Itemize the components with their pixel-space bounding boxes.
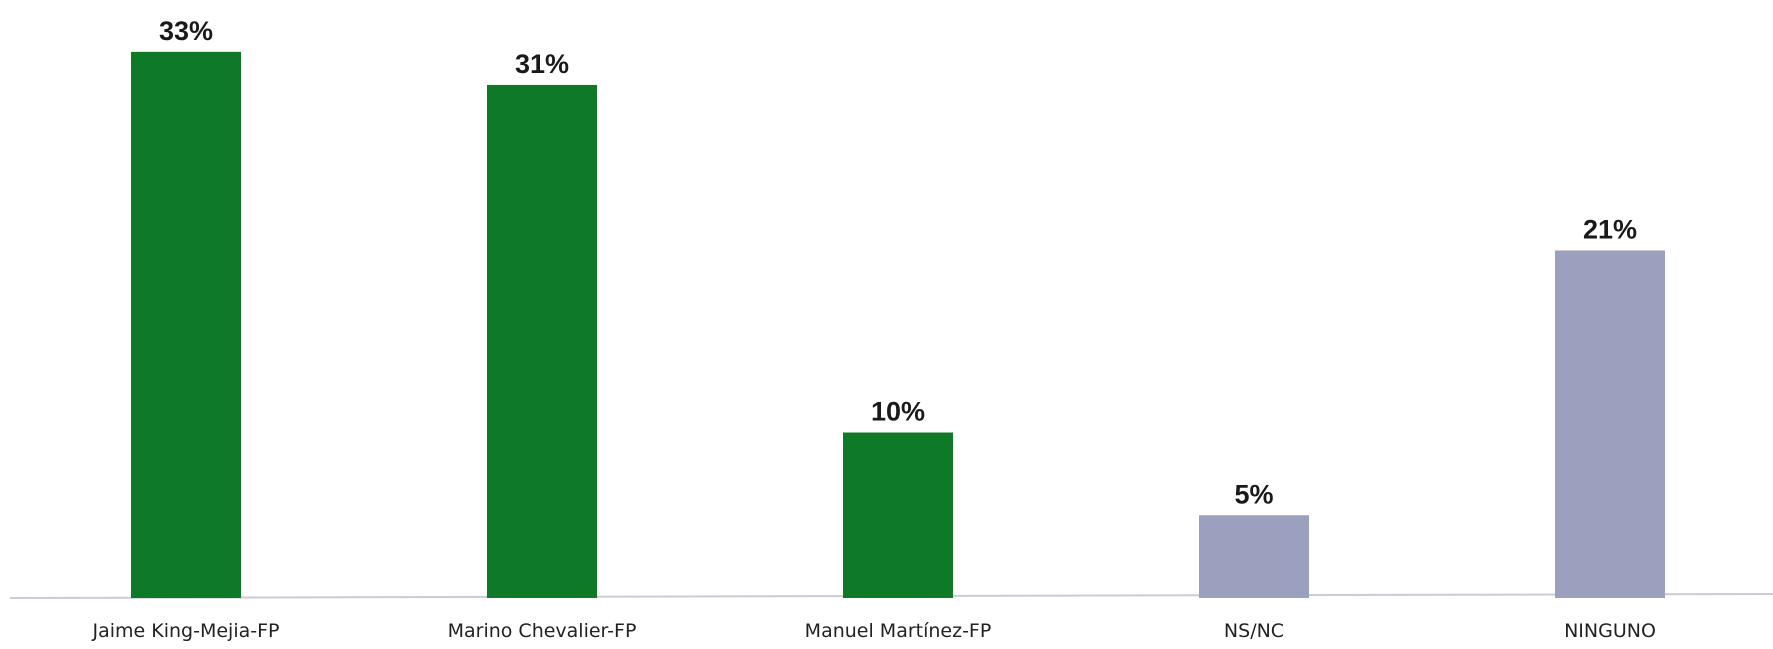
bar-value-label-0: 33%: [159, 16, 213, 46]
bar-0: [131, 51, 241, 599]
bar-value-label-4: 21%: [1583, 214, 1637, 244]
bar-3: [1199, 515, 1309, 598]
category-label-4: NINGUNO: [1564, 620, 1656, 642]
category-labels-group: Jaime King-Mejia-FP Marino Chevalier-FP Ma…: [92, 620, 1656, 642]
category-label-2: Manuel Martínez-FP: [805, 620, 992, 642]
bar-4: [1555, 250, 1665, 598]
category-label-1: Marino Chevalier-FP: [448, 620, 637, 642]
value-labels-group: 33% 31% 10% 5% 21%: [159, 16, 1637, 509]
bar-value-label-3: 5%: [1234, 479, 1273, 509]
bar-value-label-2: 10%: [871, 397, 925, 427]
bar-value-label-1: 31%: [515, 49, 569, 79]
category-label-0: Jaime King-Mejia-FP: [92, 620, 280, 642]
bar-2: [843, 432, 953, 598]
bar-1: [487, 84, 597, 598]
category-label-3: NS/NC: [1224, 620, 1284, 642]
bars-group: [131, 51, 1665, 599]
